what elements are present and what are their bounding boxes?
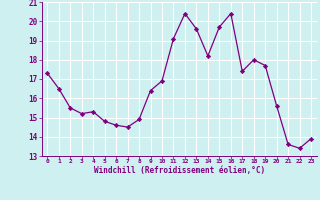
X-axis label: Windchill (Refroidissement éolien,°C): Windchill (Refroidissement éolien,°C) — [94, 166, 265, 175]
